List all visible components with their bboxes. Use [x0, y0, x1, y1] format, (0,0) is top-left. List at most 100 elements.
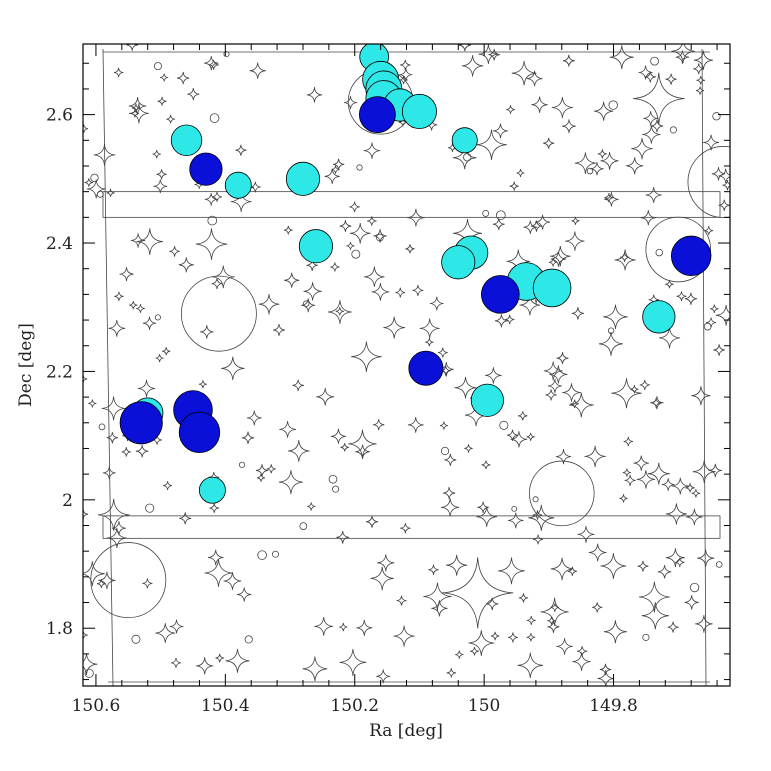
mask-star [102, 466, 116, 480]
mask-star [346, 241, 355, 250]
mask-star [490, 631, 500, 641]
blue-data-point [178, 411, 221, 454]
mask-star [485, 367, 502, 384]
mask-star [207, 549, 224, 566]
mask-small-circle [463, 153, 472, 162]
mask-star [562, 383, 581, 402]
mask-star [600, 151, 619, 170]
mask-star [623, 436, 634, 447]
mask-star [235, 144, 247, 156]
mask-star [400, 59, 411, 71]
mask-star [446, 668, 457, 678]
mask-star [419, 318, 440, 339]
mask-star [645, 186, 662, 204]
y-axis-title: Dec [deg] [16, 323, 36, 407]
mask-star [157, 96, 167, 106]
mask-star [340, 443, 349, 452]
mask-star [641, 602, 670, 630]
mask-star [545, 389, 557, 401]
mask-star [506, 429, 519, 441]
mask-star [128, 97, 147, 115]
mask-star [327, 300, 352, 324]
mask-star [431, 600, 448, 617]
blue-data-point [481, 275, 520, 314]
mask-large-star [442, 557, 514, 629]
mask-star [331, 165, 340, 174]
mask-star [209, 503, 220, 513]
mask-star [540, 597, 569, 626]
mask-star [441, 498, 460, 517]
mask-star [476, 129, 507, 160]
mask-small-circle [207, 215, 218, 226]
mask-star [363, 142, 381, 159]
mask-star [249, 181, 261, 193]
mask-small-circle [154, 314, 161, 321]
mask-star [455, 650, 464, 659]
mask-star [476, 506, 497, 527]
mask-star [550, 603, 560, 612]
mask-star [204, 193, 218, 206]
mask-star [200, 325, 214, 339]
cyan-data-point [298, 229, 333, 264]
mask-star [631, 137, 653, 160]
mask-star [407, 208, 425, 227]
mask-star [574, 152, 597, 174]
mask-small-circle [642, 633, 650, 641]
mask-star [96, 579, 106, 589]
mask-star [571, 216, 580, 225]
mask-star [142, 316, 157, 330]
mask-star [130, 233, 146, 248]
mask-star [412, 284, 424, 296]
mask-star [703, 134, 720, 151]
mask-star [303, 282, 322, 301]
mask-star [691, 489, 701, 498]
y-tick-label: 1.8 [46, 619, 73, 639]
mask-star [592, 602, 603, 613]
mask-star [266, 464, 276, 474]
mask-small-circle [650, 56, 659, 66]
mask-star [339, 220, 352, 232]
mask-star [657, 564, 672, 579]
mask-star [444, 453, 457, 466]
blue-data-point [670, 235, 712, 277]
mask-star [630, 385, 639, 394]
mask-star [373, 229, 387, 243]
blue-data-point [358, 96, 396, 134]
mask-star [571, 307, 585, 320]
mask-star [650, 119, 664, 133]
mask-star [543, 137, 555, 149]
mask-star [676, 291, 687, 302]
mask-small-circle [131, 634, 141, 644]
mask-star [166, 114, 175, 124]
mask-star [314, 616, 334, 636]
cyan-data-point [451, 127, 478, 154]
mask-star [715, 304, 730, 326]
cyan-data-point [441, 245, 476, 280]
mask-star [509, 181, 519, 191]
mask-star [693, 50, 713, 70]
x-tick-label: 149.8 [589, 696, 638, 716]
mask-star [658, 327, 681, 349]
mask-star [170, 657, 182, 668]
mask-star [405, 244, 415, 254]
mask-small-circle [482, 209, 490, 217]
mask-star [301, 298, 316, 313]
mask-star [665, 503, 688, 525]
mask-star [211, 265, 235, 289]
mask-small-circle [209, 113, 220, 123]
mask-star [439, 421, 448, 430]
mask-large-star [632, 72, 685, 125]
mask-star [518, 411, 528, 421]
mask-star [114, 291, 124, 301]
mask-star [428, 564, 439, 575]
cyan-data-point [470, 383, 504, 417]
mask-star [550, 245, 571, 267]
mask-star [470, 646, 479, 656]
mask-star [478, 44, 499, 65]
mask-star [684, 292, 698, 305]
mask-star [651, 398, 661, 408]
mask-star [547, 620, 560, 633]
mask-star [129, 300, 138, 310]
mask-small-circle [689, 582, 700, 593]
mask-star [565, 231, 585, 251]
